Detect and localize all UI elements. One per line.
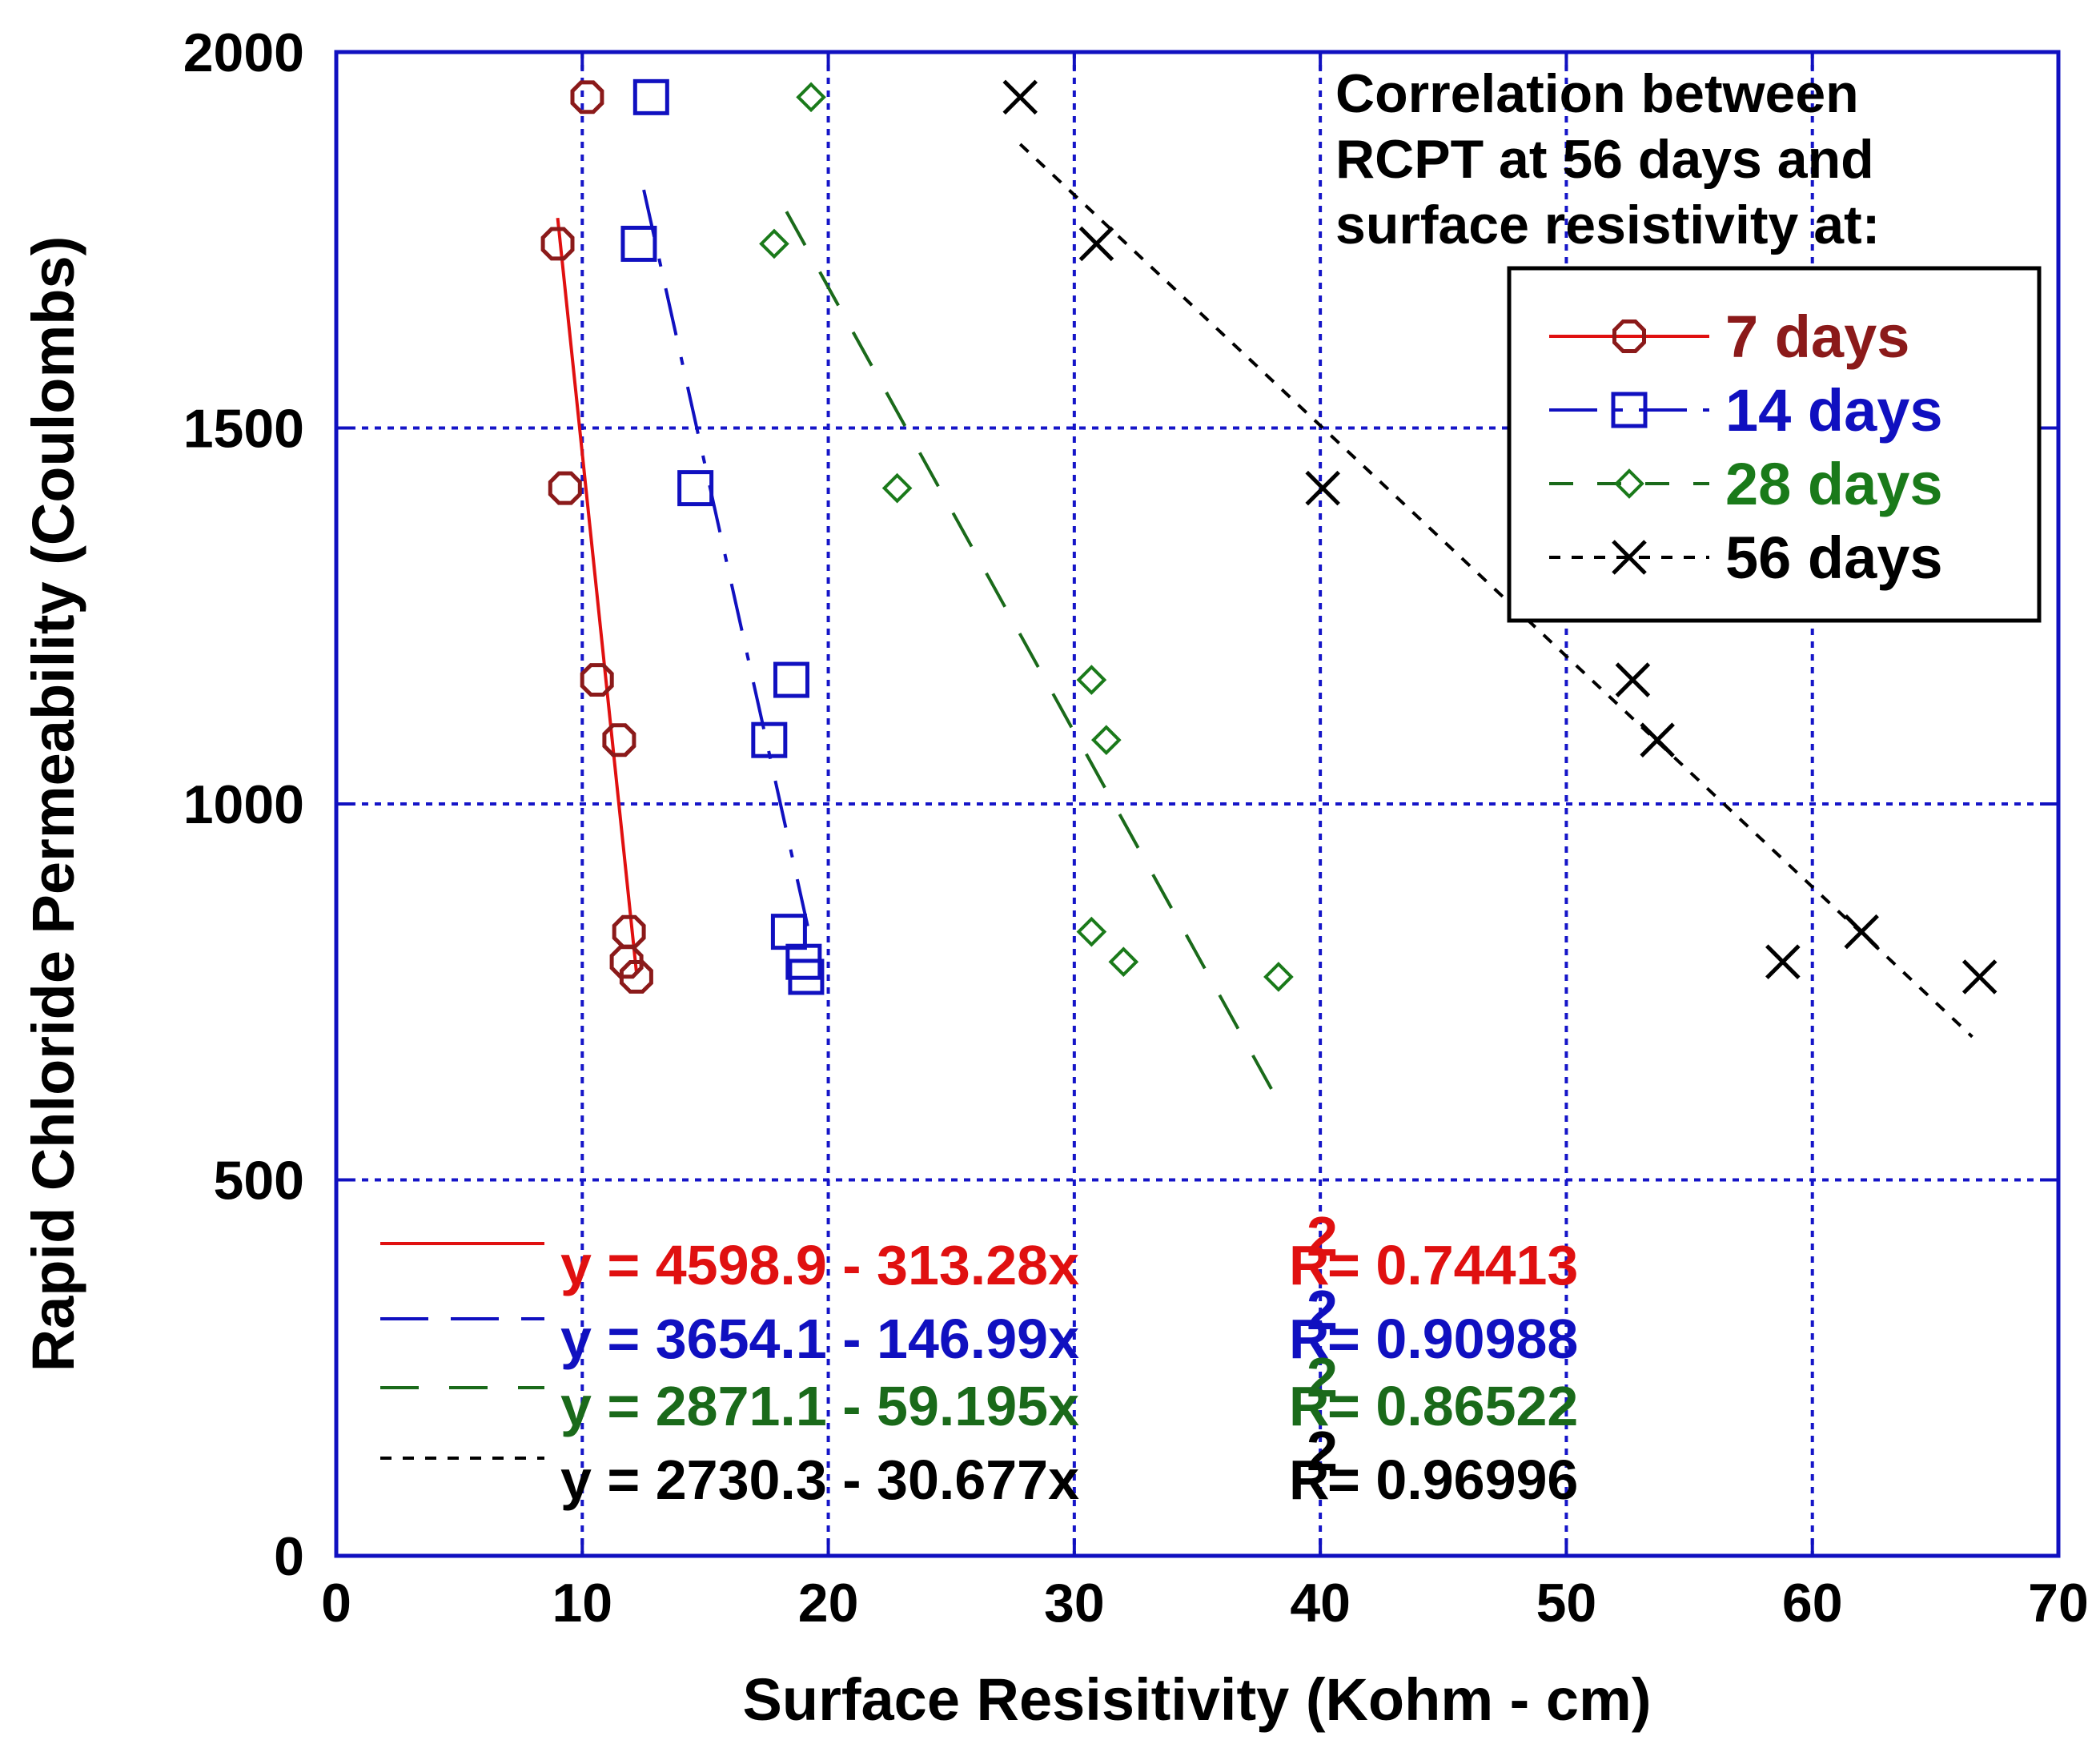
point-56-days-2-stroke-b — [1078, 226, 1114, 262]
equation-56-days: y = 2730.3 - 30.677x — [560, 1449, 1079, 1511]
point-56-days-6-stroke-b — [1765, 944, 1801, 979]
r2-exp-14-days: 2 — [1307, 1279, 1338, 1341]
point-56-days-5 — [1640, 722, 1675, 757]
point-56-days-7-stroke-b — [1844, 914, 1879, 950]
point-14-days-5 — [751, 721, 788, 758]
y-tick-label-2000: 2000 — [183, 22, 304, 83]
fit-line-28-days — [785, 211, 1285, 1111]
y-tick-label-0: 0 — [274, 1526, 304, 1587]
annotation-line-2: RCPT at 56 days and — [1335, 129, 1874, 190]
point-7-days-2 — [540, 227, 575, 261]
point-7-days-8 — [619, 960, 653, 994]
point-14-days-6 — [770, 914, 807, 950]
point-7-days-4 — [580, 663, 614, 697]
point-28-days-8 — [1263, 962, 1294, 992]
point-56-days-8 — [1961, 959, 1998, 995]
point-56-days-1 — [1002, 79, 1038, 115]
x-tick-label-0: 0 — [321, 1573, 351, 1633]
equation-14-days: y = 3654.1 - 146.99x — [560, 1308, 1079, 1370]
x-tick-label-70: 70 — [2028, 1573, 2089, 1633]
r2-value-56-days: = 0.96996 — [1327, 1449, 1578, 1511]
legend-marker-14-days — [1611, 392, 1648, 428]
r2-label-28-days: R — [1289, 1375, 1330, 1437]
fit-lines — [556, 143, 1974, 1111]
r2-exp-7-days: 2 — [1307, 1205, 1338, 1268]
fit-line-7-days — [556, 217, 638, 972]
point-56-days-4-stroke-b — [1615, 662, 1651, 697]
r2-label-7-days: R — [1289, 1234, 1330, 1296]
r2-label-14-days: R — [1289, 1308, 1330, 1370]
point-56-days-8-stroke-b — [1961, 959, 1998, 995]
annotation-line-1: Correlation between — [1335, 63, 1859, 124]
point-56-days-3 — [1305, 470, 1340, 506]
point-56-days-4 — [1615, 662, 1651, 697]
x-tick-label-20: 20 — [798, 1573, 859, 1633]
annotation-line-3: surface resistivity at: — [1335, 195, 1880, 255]
point-14-days-3 — [677, 470, 714, 507]
legend-marker-56-days-stroke-b — [1612, 540, 1647, 575]
point-28-days-7 — [1108, 946, 1139, 978]
x-axis-title: Surface Resisitivity (Kohm - cm) — [743, 1666, 1652, 1733]
point-14-days-1 — [632, 78, 669, 115]
point-28-days-3 — [881, 472, 913, 504]
point-28-days-4 — [1076, 665, 1107, 695]
point-14-days-4 — [773, 661, 809, 698]
legend-marker-28-days — [1614, 468, 1644, 499]
annotation: Correlation between RCPT at 56 days and … — [1335, 63, 1880, 255]
r2-value-28-days: = 0.86522 — [1327, 1375, 1578, 1437]
point-56-days-6 — [1765, 944, 1801, 979]
axis-ticks: 0 10 20 30 40 50 60 70 0 500 1000 1500 2000 — [183, 22, 2089, 1633]
point-28-days-2 — [759, 228, 789, 259]
legend-label-56-days: 56 days — [1725, 524, 1943, 591]
point-56-days-3-stroke-b — [1305, 470, 1340, 506]
equation-7-days: y = 4598.9 - 313.28x — [560, 1234, 1079, 1296]
equation-28-days: y = 2871.1 - 59.195x — [560, 1375, 1079, 1437]
point-14-days-8 — [788, 958, 825, 995]
point-56-days-2 — [1078, 226, 1114, 262]
r2-exp-28-days: 2 — [1307, 1346, 1338, 1408]
fit-line-56-days — [1018, 143, 1974, 1039]
point-28-days-5 — [1090, 725, 1122, 756]
legend-label-14-days: 14 days — [1725, 377, 1943, 444]
r2-value-7-days: = 0.74413 — [1327, 1234, 1578, 1296]
x-tick-label-10: 10 — [552, 1573, 612, 1633]
r2-exp-56-days: 2 — [1307, 1420, 1338, 1482]
y-tick-label-1500: 1500 — [183, 399, 304, 460]
point-7-days-6 — [612, 914, 646, 949]
point-7-days-5 — [602, 723, 636, 757]
legend-marker-7-days — [1612, 319, 1646, 353]
legend: 7 days 14 days 28 days 56 days — [1507, 266, 2042, 623]
point-7-days-7 — [609, 945, 644, 979]
legend-marker-56-days — [1612, 540, 1647, 575]
r2-value-14-days: = 0.90988 — [1327, 1308, 1578, 1370]
legend-box — [1507, 266, 2042, 623]
point-7-days-1 — [570, 80, 604, 115]
r2-label-56-days: R — [1289, 1449, 1330, 1511]
x-tick-label-30: 30 — [1044, 1573, 1105, 1633]
y-tick-label-1000: 1000 — [183, 774, 304, 835]
equations: y = 4598.9 - 313.28x R 2 = 0.74413 y = 3… — [380, 1205, 1578, 1511]
x-tick-label-50: 50 — [1536, 1573, 1597, 1633]
point-14-days-2 — [620, 225, 657, 262]
y-axis-title: Rapid Chloride Permeability (Coulombs) — [20, 236, 86, 1372]
point-28-days-6 — [1076, 916, 1107, 947]
legend-label-7-days: 7 days — [1725, 303, 1909, 370]
point-7-days-3 — [548, 471, 582, 505]
x-tick-label-40: 40 — [1290, 1573, 1351, 1633]
point-56-days-7 — [1844, 914, 1879, 950]
data-points — [540, 78, 1998, 995]
point-56-days-5-stroke-b — [1640, 722, 1675, 757]
fit-line-14-days — [642, 189, 813, 942]
point-56-days-1-stroke-b — [1002, 79, 1038, 115]
legend-label-28-days: 28 days — [1725, 451, 1943, 517]
y-tick-label-500: 500 — [214, 1151, 304, 1212]
x-tick-label-60: 60 — [1782, 1573, 1843, 1633]
point-28-days-1 — [796, 82, 826, 113]
